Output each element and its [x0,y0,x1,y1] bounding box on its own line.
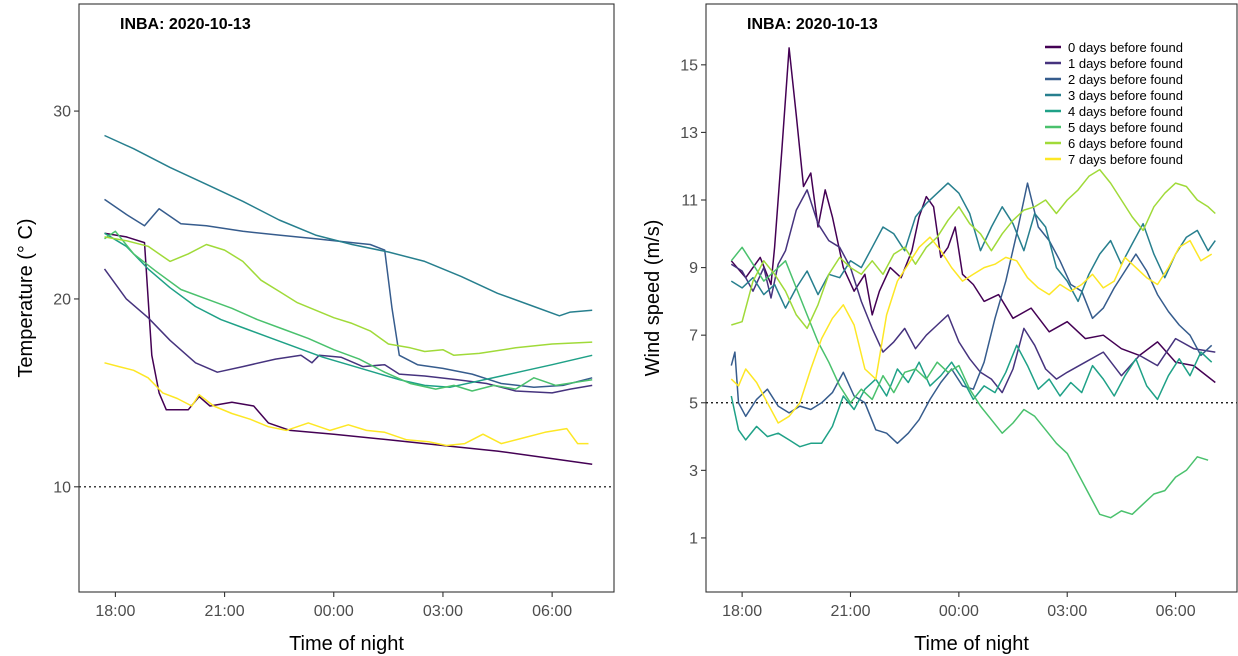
legend-label: 1 days before found [1068,56,1183,71]
x-tick-label: 00:00 [314,603,354,620]
legend-label: 0 days before found [1068,40,1183,55]
y-tick-label: 15 [680,57,698,74]
legend-label: 2 days before found [1068,72,1183,87]
series-line-7 [104,362,589,447]
x-tick-label: 03:00 [1047,603,1087,620]
y-tick-label: 13 [680,125,698,142]
x-tick-label: 00:00 [939,603,979,620]
x-tick-label: 18:00 [95,603,135,620]
series-line-5 [104,230,593,392]
legend-label: 5 days before found [1068,120,1183,135]
y-tick-label: 20 [53,291,71,308]
y-tick-label: 9 [689,260,698,277]
y-tick-label: 3 [689,463,698,480]
x-axis-title: Time of night [289,633,404,655]
plot-frame [705,3,1238,593]
series-line-3 [104,134,593,317]
series-line-5 [730,246,1209,519]
y-axis-title: Temperature (° C) [15,218,37,377]
x-tick-label: 06:00 [1156,603,1196,620]
series-line-6 [731,168,1216,330]
y-tick-label: 11 [681,193,698,210]
series-line-3 [730,182,1216,309]
y-tick-label: 1 [689,530,698,547]
y-tick-label: 10 [53,479,71,496]
plot-frame [78,3,615,593]
x-tick-label: 06:00 [532,603,572,620]
x-axis-title: Time of night [914,633,1029,655]
series-line-7 [730,236,1213,424]
series-line-1 [730,189,1216,394]
temperature-panel: 18:00 21:00 00:00 03:00 06:00 10 20 30 INBA: 202… [15,3,615,655]
panel-title: INBA: 2020-10-13 [120,16,251,33]
legend-label: 3 days before found [1068,88,1183,103]
legend-label: 6 days before found [1068,136,1183,151]
y-tick-label: 30 [53,104,71,121]
legend-label: 4 days before found [1068,104,1183,119]
series-line-0 [104,232,593,466]
y-axis-title: Wind speed (m/s) [642,220,664,377]
panel-title: INBA: 2020-10-13 [747,16,878,33]
x-tick-label: 21:00 [830,603,870,620]
series-line-4 [730,344,1213,448]
x-tick-label: 18:00 [722,603,762,620]
series-line-4 [104,232,593,388]
series-line-0 [730,47,1216,384]
legend-label: 7 days before found [1068,152,1183,167]
x-tick-label: 21:00 [205,603,245,620]
y-tick-label: 5 [689,395,698,412]
y-tick-label: 7 [689,328,698,345]
series-line-6 [104,236,593,357]
x-tick-label: 03:00 [423,603,463,620]
wind-speed-panel: 18:00 21:00 00:00 03:00 06:0013579111315INBA… [642,3,1238,655]
